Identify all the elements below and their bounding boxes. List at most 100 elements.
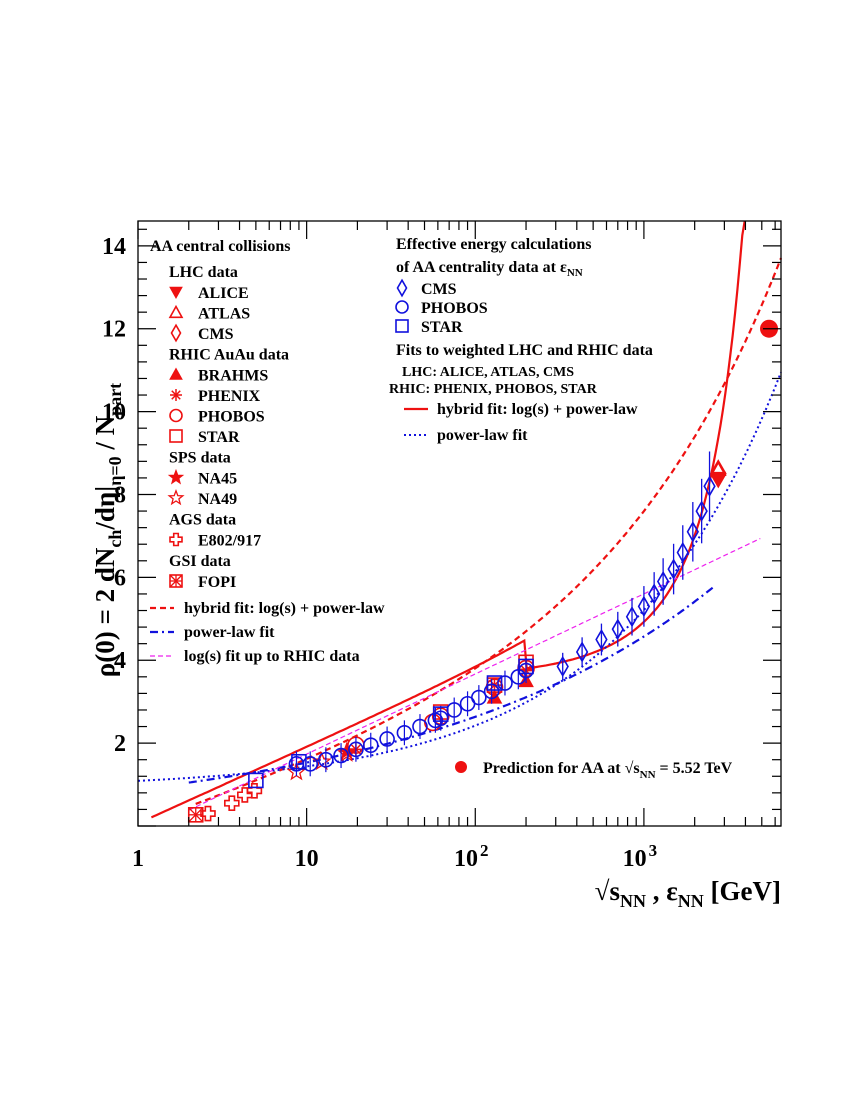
legend-line-label: hybrid fit: log(s) + power-law [184,600,385,617]
legend-item-label: E802/917 [198,533,261,550]
legend-item-label: FOPI [198,574,236,591]
legend-marker [170,389,182,401]
tick-labels: 1 10 10 2 10 3 2 4 6 8 10 12 14 [102,234,657,872]
legend-marker [169,532,183,547]
data-point [302,756,319,772]
data-point [703,475,716,497]
legend-fits-rhic: RHIC: PHENIX, PHOBOS, STAR [389,382,598,397]
legend-group-title: GSI data [169,553,231,570]
legend-line-label: hybrid fit: log(s) + power-law [437,401,638,418]
x-tick-label: 1 [132,846,144,872]
data-point [248,772,264,789]
data-point [432,706,449,722]
data-point [556,655,569,678]
legend-marker [169,574,183,588]
legend-line-label: power-law fit [184,624,275,641]
legend-item-label: CMS [421,281,457,298]
legend-item-label: BRAHMS [198,368,268,385]
legend-item-label: STAR [421,319,463,336]
legend-marker [169,408,183,423]
legend-marker [167,468,185,485]
y-tick-label: 12 [102,317,126,343]
axis-ticks [137,221,781,827]
legend-marker [169,286,183,300]
legend-marker [395,319,409,333]
prediction-legend-label: Prediction for AA at √sNN = 5.52 TeV [483,760,733,781]
data-point [709,459,727,489]
legend-item-label: NA49 [198,491,237,508]
legend-item-label: STAR [198,429,240,446]
y-axis-label: ρ(0) = 2 dNch/dη|η=0 / Npart [90,383,125,677]
data-point [291,753,307,770]
data-point [396,724,413,741]
data-point [379,731,395,747]
data-point [200,805,216,822]
y-tick-label: 14 [102,234,126,260]
data-point [676,541,689,564]
legend-item-label: PHOBOS [421,300,488,317]
data-point [497,675,513,691]
data-point [483,683,500,700]
data-point [595,628,608,651]
x-tick-label: 10 2 [454,841,489,872]
data-point [625,606,639,628]
y-tick-label: 10 [102,400,126,426]
legend-line-label: log(s) fit up to RHIC data [184,648,360,665]
legend-line-label: power-law fit [437,427,528,444]
legend-item-label: PHENIX [198,388,261,405]
legend-item-label: NA45 [198,471,237,488]
data-point [575,641,589,663]
legend-group-title: AGS data [169,512,236,529]
legend-fits-lhc: LHC: ALICE, ATLAS, CMS [402,365,574,380]
y-tick-label: 4 [114,648,126,674]
legend-marker [396,278,408,298]
fit-curve [195,257,783,805]
data-point [318,751,334,768]
data-point [656,570,670,593]
y-tick-label: 6 [114,565,126,591]
x-axis-label: √sNN , εNN [GeV] [595,876,781,911]
data-point [518,658,534,675]
data-point [224,795,240,812]
legend-group-title: RHIC AuAu data [169,347,289,364]
data-point [237,787,253,803]
data-point [695,500,708,522]
legend-group-title: SPS data [169,450,231,467]
legend-item-label: ALICE [198,285,249,302]
legend-marker [395,300,409,314]
legend-marker [169,367,183,380]
fit-curve [188,537,761,811]
legend-marker [167,488,185,506]
x-tick-label: 10 3 [623,841,658,872]
legend-item-label: PHOBOS [198,409,265,426]
data-point [412,718,428,735]
data-point [709,460,727,477]
data-point [611,618,624,640]
legend-marker [170,323,182,343]
prediction-legend-marker [455,761,467,773]
legend-right-line2: of AA centrality data at εNN [396,259,583,279]
data-point [486,675,503,691]
prediction-legend: Prediction for AA at √sNN = 5.52 TeV [455,760,733,781]
y-tick-label: 8 [114,482,126,508]
data-point [187,807,204,823]
data-point [686,521,699,543]
data-point [362,737,379,753]
y-tick-label: 2 [114,731,126,757]
data-point [647,583,661,605]
legend-group-title: LHC data [169,264,238,281]
legend-left: AA central collisions LHC data ALICE ATLAS C… [150,238,385,665]
data-point [333,747,349,764]
legend-marker [168,304,184,319]
legend-right: Effective energy calculations of AA centr… [389,236,653,444]
legend-item-label: CMS [198,326,234,343]
data-markers [187,319,779,823]
legend-fits-title: Fits to weighted LHC and RHIC data [396,342,653,359]
data-point [667,558,680,580]
data-point [348,741,364,758]
fit-curve [150,220,746,819]
data-point [471,689,487,706]
data-point [637,595,651,618]
legend-left-header: AA central collisions [150,238,290,255]
